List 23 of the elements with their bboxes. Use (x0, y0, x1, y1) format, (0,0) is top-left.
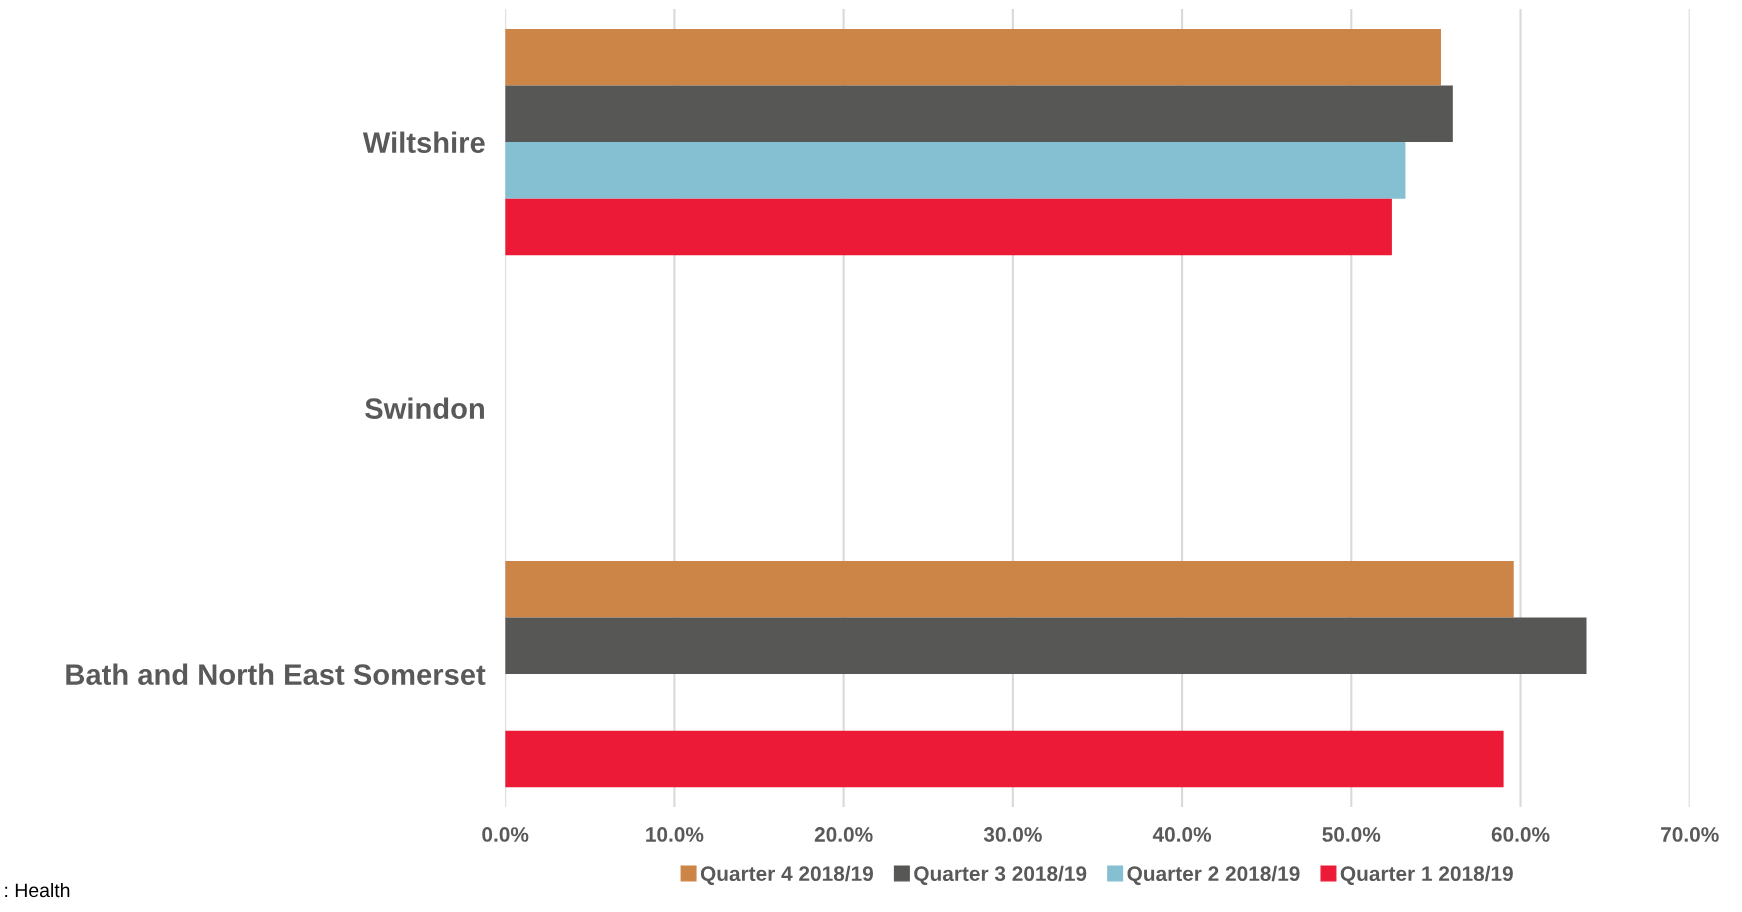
bar (505, 730, 1504, 788)
x-tick-label: 40.0% (1152, 827, 1212, 842)
legend-label: Quarter 2 2018/19 (1127, 865, 1300, 885)
x-tick-label: 50.0% (1322, 827, 1381, 842)
text: : Health (5, 882, 70, 898)
legend-label: Quarter 4 2018/19 (700, 865, 873, 885)
x-tick-label: 0.0% (482, 827, 529, 842)
bar (505, 85, 1453, 143)
y-tick-label: Swindon (365, 397, 484, 419)
bar (505, 142, 1406, 199)
y-tick-label: Wiltshire (362, 131, 485, 153)
y-tick-label: Bath and North East Somerset (66, 663, 486, 685)
bar (505, 29, 1441, 86)
legend-label: Quarter 3 2018/19 (914, 865, 1087, 885)
bar (505, 561, 1514, 618)
x-tick-label: 60.0% (1491, 827, 1550, 842)
x-tick-label: 70.0% (1661, 827, 1719, 842)
bar (505, 617, 1587, 675)
bar (505, 198, 1392, 256)
x-tick-label: 30.0% (983, 827, 1042, 842)
legend-label: Quarter 1 2018/19 (1340, 865, 1513, 885)
x-tick-label: 20.0% (814, 827, 873, 842)
x-tick-label: 10.0% (646, 827, 704, 842)
